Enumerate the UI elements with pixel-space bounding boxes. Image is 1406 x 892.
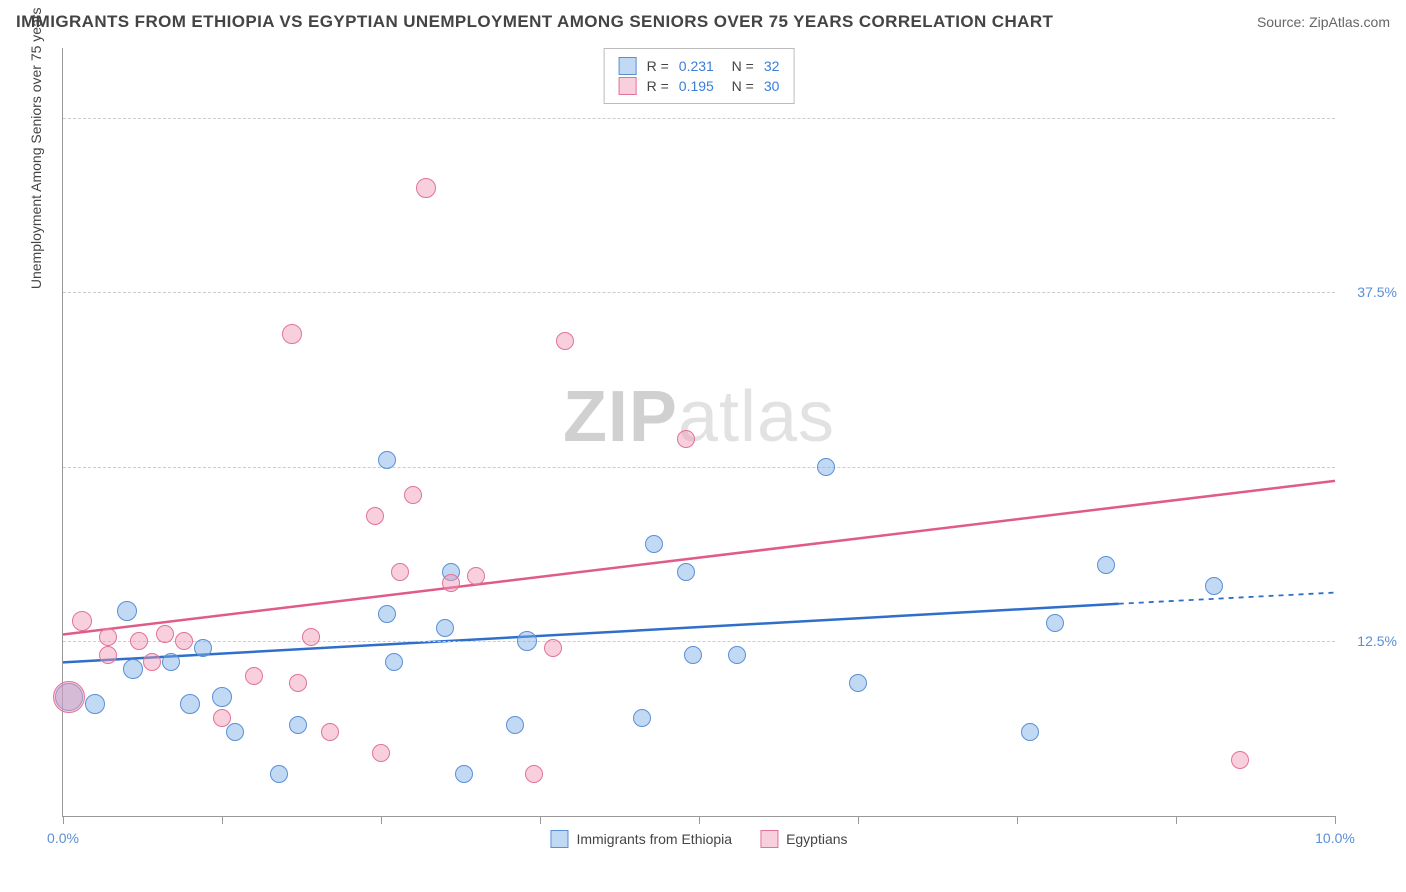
scatter-point-ethiopia bbox=[123, 659, 143, 679]
stat-r-label: R = bbox=[647, 58, 669, 74]
scatter-point-egyptians bbox=[213, 709, 231, 727]
scatter-point-ethiopia bbox=[226, 723, 244, 741]
x-tick bbox=[1017, 816, 1018, 824]
scatter-point-ethiopia bbox=[728, 646, 746, 664]
scatter-point-egyptians bbox=[1231, 751, 1249, 769]
header: IMMIGRANTS FROM ETHIOPIA VS EGYPTIAN UNE… bbox=[16, 12, 1390, 32]
legend-item-ethiopia: Immigrants from Ethiopia bbox=[550, 830, 732, 848]
scatter-point-ethiopia bbox=[684, 646, 702, 664]
scatter-point-ethiopia bbox=[212, 687, 232, 707]
scatter-point-egyptians bbox=[321, 723, 339, 741]
legend-swatch-ethiopia bbox=[550, 830, 568, 848]
scatter-point-ethiopia bbox=[1021, 723, 1039, 741]
stat-r-label: R = bbox=[647, 78, 669, 94]
grid-line bbox=[63, 467, 1335, 468]
x-tick-label: 0.0% bbox=[47, 830, 79, 846]
stat-r-value: 0.195 bbox=[679, 78, 714, 94]
bottom-legend: Immigrants from Ethiopia Egyptians bbox=[550, 830, 847, 848]
trend-lines bbox=[63, 48, 1335, 816]
scatter-point-egyptians bbox=[289, 674, 307, 692]
scatter-point-egyptians bbox=[366, 507, 384, 525]
stat-n-label: N = bbox=[724, 78, 754, 94]
stats-row-egyptians: R = 0.195 N = 30 bbox=[619, 77, 780, 95]
x-tick bbox=[1176, 816, 1177, 824]
grid-line bbox=[63, 641, 1335, 642]
scatter-point-egyptians bbox=[99, 646, 117, 664]
x-tick bbox=[1335, 816, 1336, 824]
source-label: Source: ZipAtlas.com bbox=[1257, 14, 1390, 30]
grid-line bbox=[63, 292, 1335, 293]
x-tick-label: 10.0% bbox=[1315, 830, 1355, 846]
legend-label: Immigrants from Ethiopia bbox=[576, 831, 732, 847]
scatter-point-egyptians bbox=[282, 324, 302, 344]
scatter-point-ethiopia bbox=[385, 653, 403, 671]
stat-n-value: 32 bbox=[764, 58, 780, 74]
chart-title: IMMIGRANTS FROM ETHIOPIA VS EGYPTIAN UNE… bbox=[16, 12, 1053, 32]
scatter-point-egyptians bbox=[72, 611, 92, 631]
scatter-point-ethiopia bbox=[117, 601, 137, 621]
scatter-point-egyptians bbox=[372, 744, 390, 762]
scatter-point-egyptians bbox=[404, 486, 422, 504]
scatter-point-ethiopia bbox=[1205, 577, 1223, 595]
plot-area: ZIPatlas R =0.231 N =32R =0.195 N =30 Im… bbox=[62, 48, 1335, 817]
x-tick bbox=[222, 816, 223, 824]
scatter-point-egyptians bbox=[302, 628, 320, 646]
stat-n-value: 30 bbox=[764, 78, 780, 94]
stat-n-label: N = bbox=[724, 58, 754, 74]
scatter-point-egyptians bbox=[99, 628, 117, 646]
scatter-point-ethiopia bbox=[270, 765, 288, 783]
legend-swatch-egyptians bbox=[619, 77, 637, 95]
scatter-point-ethiopia bbox=[1046, 614, 1064, 632]
scatter-point-ethiopia bbox=[289, 716, 307, 734]
scatter-point-ethiopia bbox=[517, 631, 537, 651]
scatter-point-ethiopia bbox=[436, 619, 454, 637]
scatter-point-egyptians bbox=[442, 574, 460, 592]
scatter-point-ethiopia bbox=[633, 709, 651, 727]
legend-swatch-egyptians bbox=[760, 830, 778, 848]
stat-r-value: 0.231 bbox=[679, 58, 714, 74]
scatter-point-egyptians bbox=[525, 765, 543, 783]
y-tick-label: 12.5% bbox=[1342, 633, 1397, 649]
scatter-point-ethiopia bbox=[677, 563, 695, 581]
scatter-point-ethiopia bbox=[180, 694, 200, 714]
x-tick bbox=[858, 816, 859, 824]
scatter-point-ethiopia bbox=[378, 451, 396, 469]
scatter-point-egyptians bbox=[156, 625, 174, 643]
scatter-point-egyptians bbox=[416, 178, 436, 198]
scatter-point-egyptians bbox=[245, 667, 263, 685]
scatter-point-ethiopia bbox=[194, 639, 212, 657]
stats-row-ethiopia: R = 0.231 N = 32 bbox=[619, 57, 780, 75]
scatter-point-egyptians bbox=[544, 639, 562, 657]
legend-swatch-ethiopia bbox=[619, 57, 637, 75]
scatter-point-ethiopia bbox=[506, 716, 524, 734]
scatter-point-egyptians bbox=[556, 332, 574, 350]
x-tick bbox=[540, 816, 541, 824]
scatter-point-ethiopia bbox=[817, 458, 835, 476]
scatter-point-egyptians bbox=[143, 653, 161, 671]
x-tick bbox=[63, 816, 64, 824]
scatter-point-egyptians bbox=[130, 632, 148, 650]
watermark: ZIPatlas bbox=[563, 376, 835, 458]
legend-label: Egyptians bbox=[786, 831, 847, 847]
x-tick bbox=[381, 816, 382, 824]
y-axis-label: Unemployment Among Seniors over 75 years bbox=[28, 7, 44, 289]
scatter-point-egyptians bbox=[175, 632, 193, 650]
scatter-point-ethiopia bbox=[378, 605, 396, 623]
scatter-point-ethiopia bbox=[455, 765, 473, 783]
scatter-point-ethiopia bbox=[85, 694, 105, 714]
scatter-point-egyptians bbox=[391, 563, 409, 581]
scatter-point-egyptians bbox=[677, 430, 695, 448]
legend-item-egyptians: Egyptians bbox=[760, 830, 847, 848]
scatter-point-egyptians bbox=[53, 681, 85, 713]
scatter-point-egyptians bbox=[467, 567, 485, 585]
y-tick-label: 37.5% bbox=[1342, 284, 1397, 300]
scatter-point-ethiopia bbox=[849, 674, 867, 692]
scatter-point-ethiopia bbox=[645, 535, 663, 553]
scatter-point-ethiopia bbox=[1097, 556, 1115, 574]
x-tick bbox=[699, 816, 700, 824]
scatter-point-ethiopia bbox=[162, 653, 180, 671]
stats-legend-box: R = 0.231 N = 32 R = 0.195 N = 30 bbox=[604, 48, 795, 104]
grid-line bbox=[63, 118, 1335, 119]
